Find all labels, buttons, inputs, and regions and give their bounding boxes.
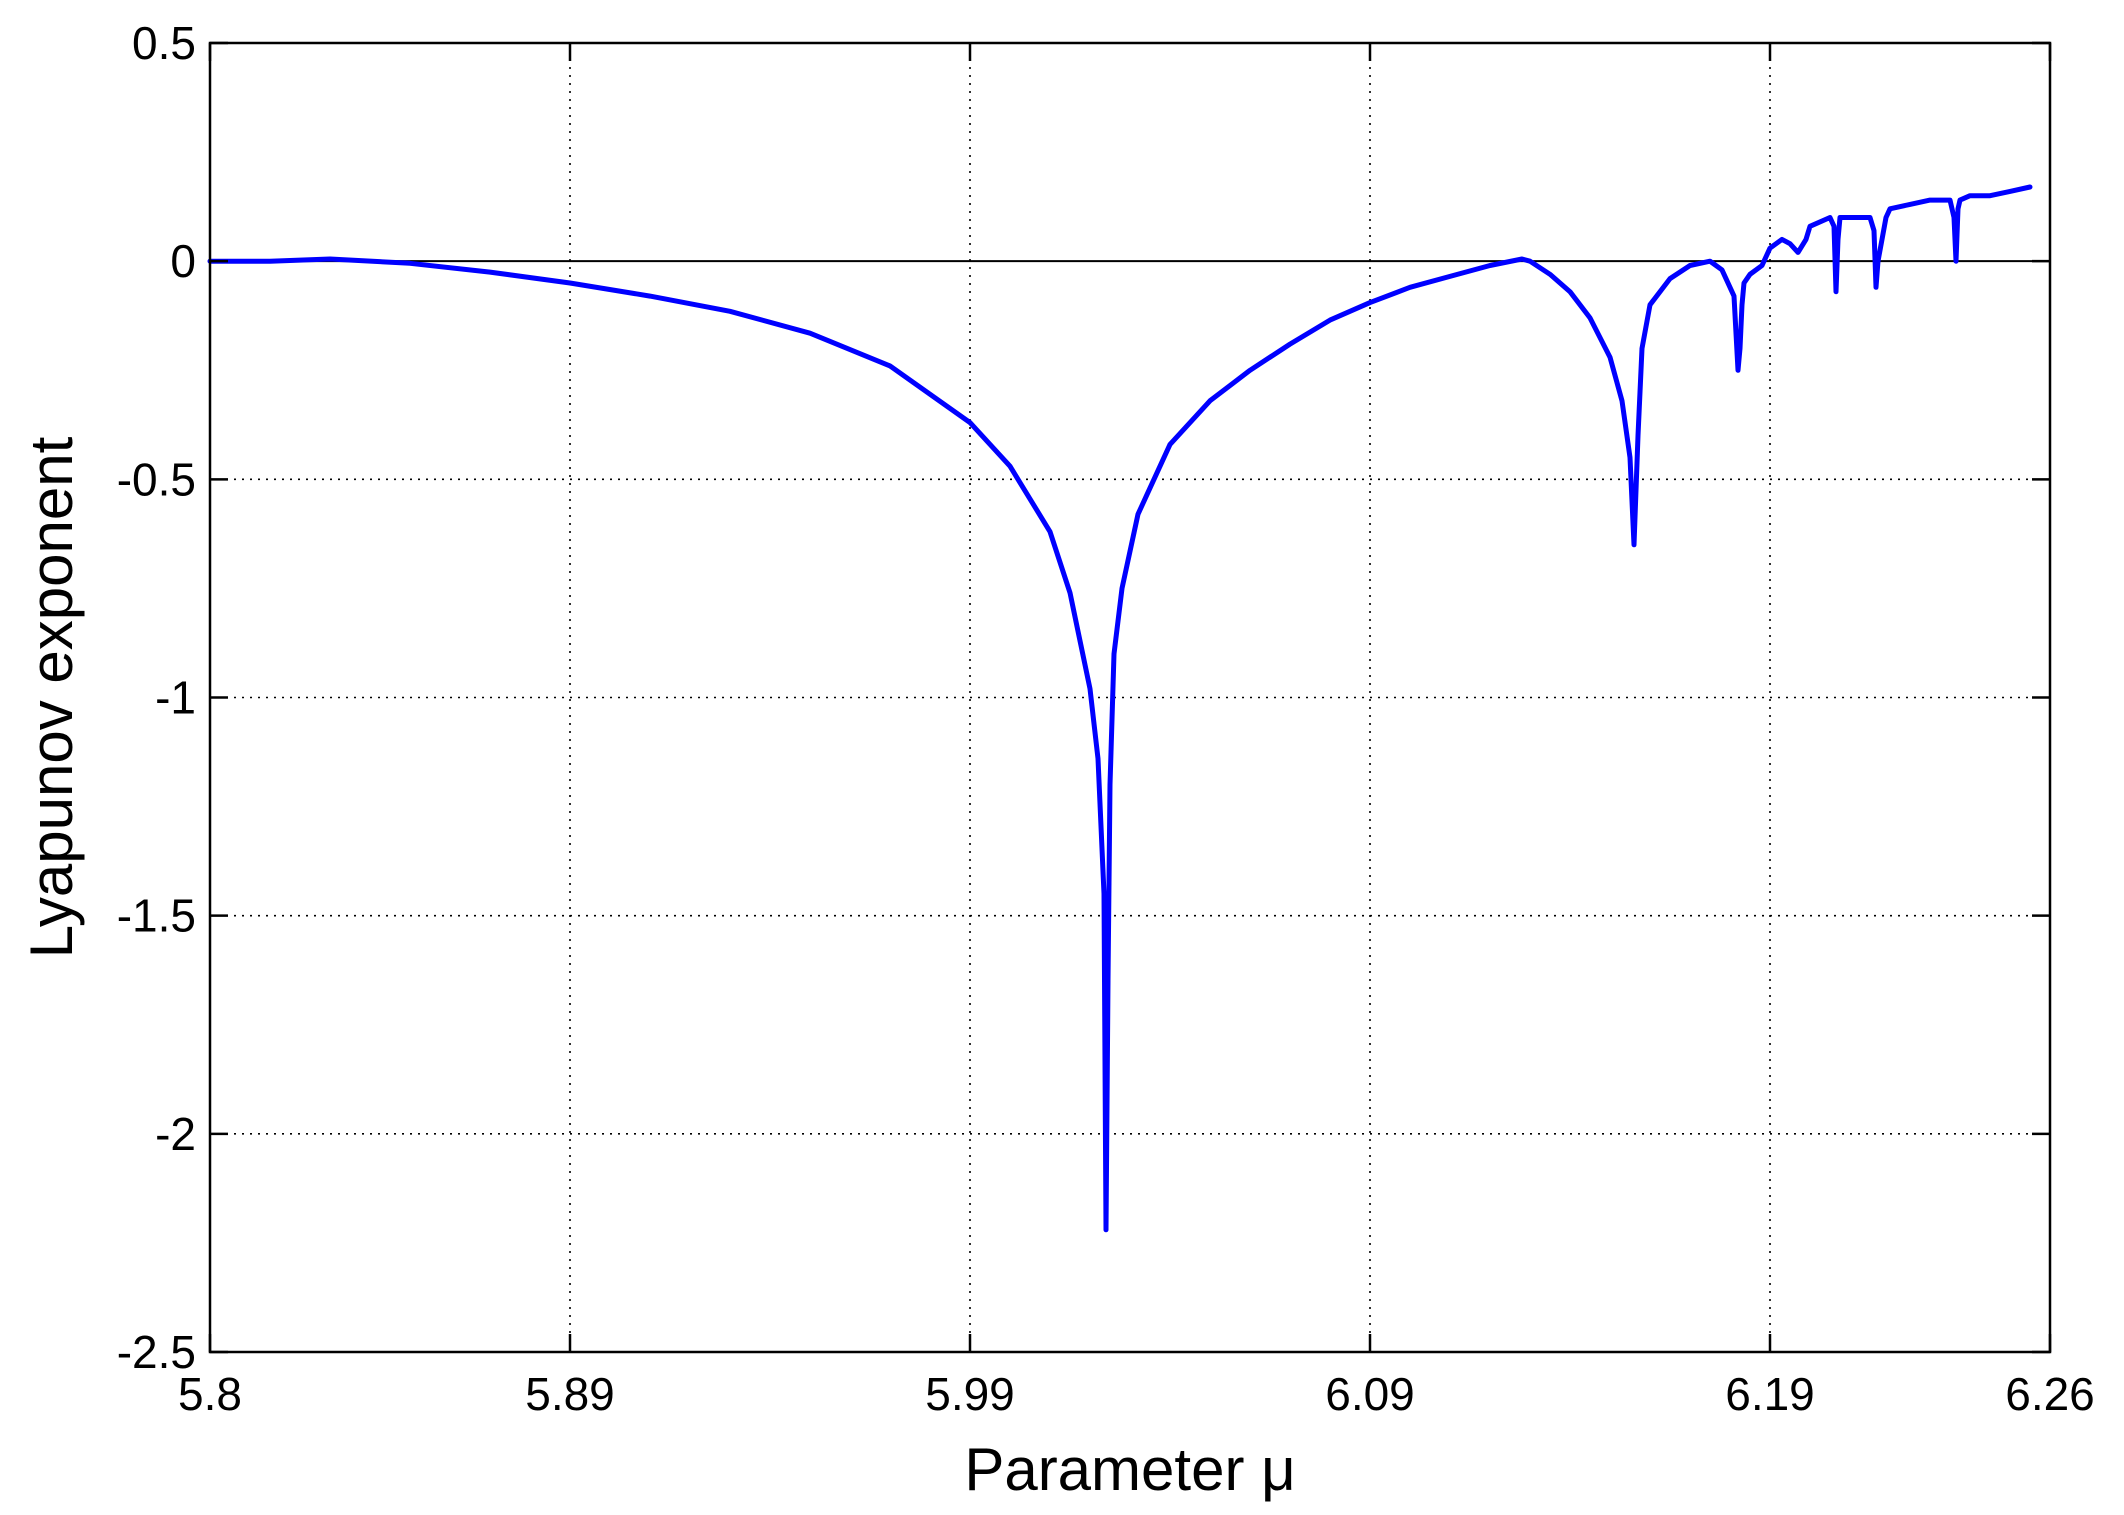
y-tick-label: -0.5 [117,453,196,505]
x-tick-label: 6.09 [1325,1368,1415,1420]
y-tick-label: 0 [170,235,196,287]
grid-layer [210,43,2050,1352]
x-tick-label: 5.89 [525,1368,615,1420]
x-tick-label: 6.26 [2005,1368,2095,1420]
x-tick-label: 6.19 [1725,1368,1815,1420]
y-tick-label: -2 [155,1108,196,1160]
y-axis-label: Lyapunov exponent [18,436,85,958]
x-tick-label: 5.8 [178,1368,242,1420]
x-tick-labels: 5.8 5.89 5.99 6.09 6.19 6.26 [178,1368,2095,1420]
x-tick-label: 5.99 [925,1368,1015,1420]
y-tick-label: -2.5 [117,1326,196,1378]
x-axis-label: Parameter μ [964,1436,1295,1503]
series-line [207,184,2033,1233]
tick-layer [208,41,2052,1354]
y-tick-label: -1.5 [117,890,196,942]
y-tick-labels: 0.5 0 -0.5 -1 -1.5 -2 -2.5 [117,17,196,1378]
y-tick-label: 0.5 [132,17,196,69]
y-tick-label: -1 [155,672,196,724]
